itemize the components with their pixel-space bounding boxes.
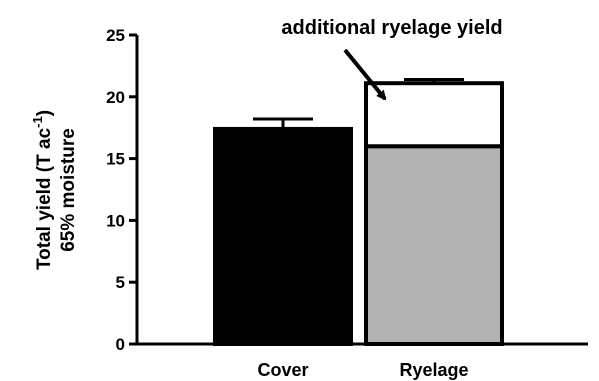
y-axis-title: Total yield (T ac-1) 65% moisture xyxy=(30,110,79,270)
y-axis-title-close: ) xyxy=(34,110,55,116)
annotation-arrow xyxy=(343,48,387,101)
bar-ryelage-segment-2 xyxy=(364,81,504,149)
axes xyxy=(129,33,588,346)
bars xyxy=(213,77,504,346)
y-axis-title-main: Total yield (T ac-1) xyxy=(30,110,55,270)
bar-ryelage-segment-1 xyxy=(364,144,504,346)
category-label-cover: Cover xyxy=(257,360,308,380)
y-tick-label-25: 25 xyxy=(106,26,125,45)
annotation-label: additional ryelage yield xyxy=(281,17,502,39)
y-tick-label-15: 15 xyxy=(106,150,125,169)
category-label-ryelage: Ryelage xyxy=(399,360,468,380)
y-tick-label-20: 20 xyxy=(106,88,125,107)
y-axis-title-superscript: -1 xyxy=(30,116,45,128)
y-axis-title-line1: Total yield (T ac-1) xyxy=(30,110,55,270)
bar-cover-segment-0 xyxy=(213,126,353,346)
y-axis-title-text: Total yield (T ac xyxy=(34,127,55,270)
y-axis-title-line2: 65% moisture xyxy=(58,128,79,252)
category-labels: Cover Ryelage xyxy=(257,360,468,380)
tick-labels: 0 5 10 15 20 25 xyxy=(106,26,125,354)
y-tick-label-10: 10 xyxy=(106,211,125,230)
y-tick-label-0: 0 xyxy=(116,335,125,354)
y-tick-label-5: 5 xyxy=(116,273,125,292)
